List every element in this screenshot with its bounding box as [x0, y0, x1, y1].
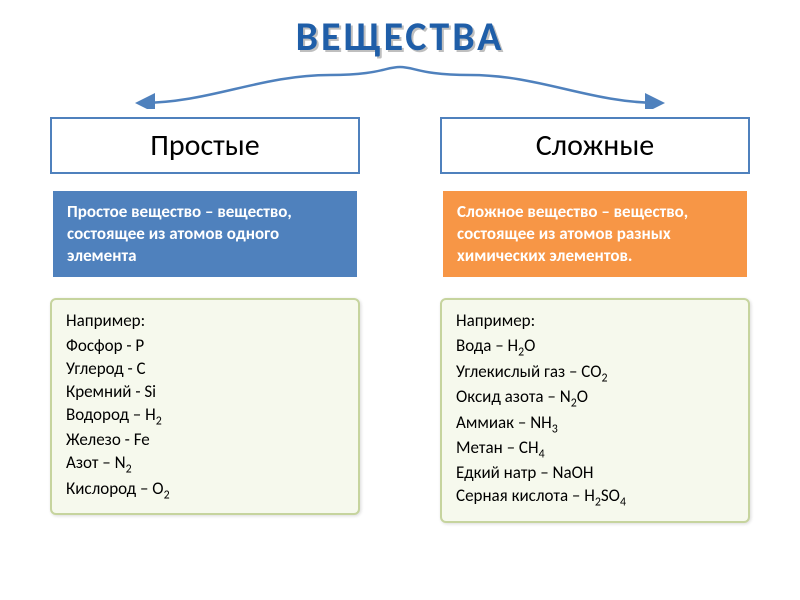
- example-line: Фосфор - P: [66, 335, 344, 358]
- example-line: Аммиак – NH3: [456, 412, 734, 437]
- category-label-simple: Простые: [150, 127, 259, 164]
- column-simple: Простые Простое вещество – вещество, сос…: [50, 117, 360, 523]
- example-line: Азот – N2: [66, 452, 344, 477]
- definition-text-simple: Простое вещество – вещество, состоящее и…: [67, 201, 292, 266]
- example-line: Углекислый газ – CO2: [456, 361, 734, 386]
- example-line: Кислород – O2: [66, 478, 344, 503]
- examples-box-simple: Например: Фосфор - PУглерод - CКремний -…: [50, 298, 360, 515]
- example-line: Метан – CH4: [456, 437, 734, 462]
- example-line: Железо - Fe: [66, 429, 344, 452]
- example-line: Оксид азота – N2O: [456, 386, 734, 411]
- example-line: Вода – H2O: [456, 335, 734, 360]
- example-line: Кремний - Si: [66, 381, 344, 404]
- examples-list-complex: Вода – H2OУглекислый газ – CO2Оксид азот…: [456, 335, 734, 511]
- definition-box-complex: Сложное вещество – вещество, состоящее и…: [440, 188, 750, 280]
- definition-text-complex: Сложное вещество – вещество, состоящее и…: [457, 201, 688, 266]
- examples-box-complex: Например: Вода – H2OУглекислый газ – CO2…: [440, 298, 750, 523]
- column-complex: Сложные Сложное вещество – вещество, сос…: [440, 117, 750, 523]
- category-box-complex: Сложные: [440, 117, 750, 174]
- columns-wrapper: Простые Простое вещество – вещество, сос…: [0, 117, 800, 523]
- example-line: Углерод - C: [66, 358, 344, 381]
- page-title: ВЕЩЕСТВА: [0, 0, 800, 61]
- examples-list-simple: Фосфор - PУглерод - CКремний - SiВодород…: [66, 335, 344, 503]
- category-box-simple: Простые: [50, 117, 360, 174]
- example-line: Водород – H2: [66, 404, 344, 429]
- category-label-complex: Сложные: [536, 127, 654, 164]
- examples-lead-simple: Например:: [66, 310, 344, 333]
- example-line: Серная кислота – H2SO4: [456, 485, 734, 510]
- example-line: Едкий натр – NaOH: [456, 462, 734, 485]
- definition-box-simple: Простое вещество – вещество, состоящее и…: [50, 188, 360, 280]
- divider-brace: [120, 65, 680, 109]
- examples-lead-complex: Например:: [456, 310, 734, 333]
